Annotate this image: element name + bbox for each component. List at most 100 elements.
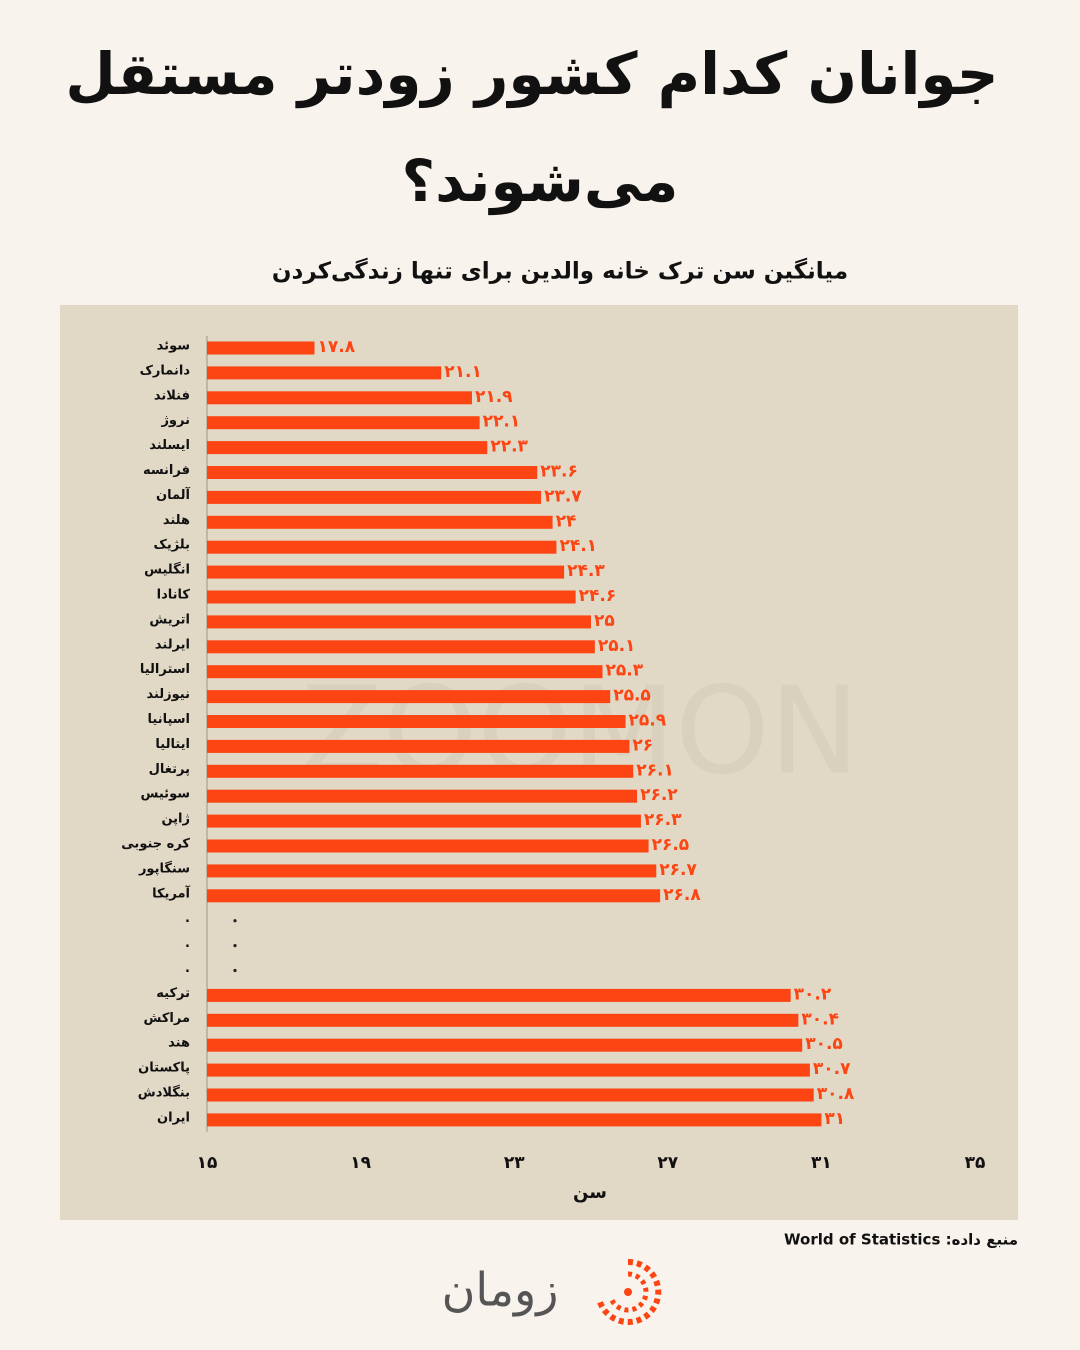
logo-ring xyxy=(597,1258,662,1325)
value-label: ۲۴.۶ xyxy=(579,586,617,606)
bar xyxy=(207,391,472,405)
gap-dot xyxy=(233,968,237,973)
bar xyxy=(207,640,595,654)
bar xyxy=(207,590,576,604)
y-tick-label: هند xyxy=(168,1036,190,1051)
brand-name: زومان xyxy=(442,1263,559,1318)
x-tick-label: ۱۹ xyxy=(350,1153,371,1173)
bar xyxy=(207,416,480,430)
bar xyxy=(207,1063,810,1077)
value-label: ۲۴.۳ xyxy=(567,561,605,581)
y-tick-label: نروژ xyxy=(160,413,190,428)
bar xyxy=(207,814,641,828)
value-label: ۲۵.۳ xyxy=(606,661,644,681)
value-label: ۳۱ xyxy=(824,1109,845,1129)
bar xyxy=(207,341,315,355)
bar xyxy=(207,715,626,728)
value-label: ۲۵.۵ xyxy=(613,686,651,706)
logo-ring xyxy=(608,1271,649,1313)
watermark: ZOOMON xyxy=(301,663,860,802)
y-tick-label: هلند xyxy=(163,513,190,528)
value-label: ۲۳.۷ xyxy=(544,486,582,506)
bar xyxy=(207,739,630,753)
y-tick-label: فرانسه xyxy=(143,463,190,478)
y-tick-label: ایران xyxy=(157,1110,190,1125)
x-tick-label: ۲۷ xyxy=(657,1153,678,1173)
y-tick-label: اسپانیا xyxy=(148,712,191,727)
bar xyxy=(207,515,553,529)
bar xyxy=(207,1113,822,1127)
bar xyxy=(207,1038,803,1052)
value-label: ۲۶.۱ xyxy=(636,760,674,780)
y-tick-label: پاکستان xyxy=(138,1061,190,1076)
y-tick-label: مراکش xyxy=(143,1011,190,1026)
value-label: ۲۲.۱ xyxy=(483,412,521,432)
bar xyxy=(207,988,791,1002)
y-tick-label: آمریکا xyxy=(152,884,190,901)
value-label: ۳۰.۸ xyxy=(817,1084,855,1104)
bar xyxy=(207,490,542,504)
y-tick-label: . xyxy=(185,961,190,976)
logo-center xyxy=(624,1288,632,1296)
value-label: ۲۲.۳ xyxy=(490,437,528,457)
y-tick-label: بلژیک xyxy=(154,538,190,553)
bar xyxy=(207,366,442,380)
y-tick-label: ایسلند xyxy=(149,438,190,453)
bar xyxy=(207,789,638,803)
bar xyxy=(207,864,657,878)
bar xyxy=(207,466,538,479)
value-label: ۳۰.۴ xyxy=(801,1009,839,1029)
y-tick-label: دانمارک xyxy=(140,363,191,378)
y-tick-label: . xyxy=(185,911,190,926)
y-tick-label: نیوزلند xyxy=(146,687,190,702)
value-label: ۲۱.۱ xyxy=(444,362,482,382)
bar xyxy=(207,1013,799,1027)
gap-dot xyxy=(233,944,237,948)
y-tick-label: . xyxy=(185,936,190,951)
y-tick-label: کره جنوبی xyxy=(121,837,190,852)
value-label: ۲۵.۹ xyxy=(629,711,667,731)
y-tick-label: ژاپن xyxy=(161,812,190,827)
bar xyxy=(207,764,634,778)
brand-logo xyxy=(597,1258,662,1325)
source-note: منبع داده: World of Statistics xyxy=(784,1231,1018,1249)
y-tick-label: استرالیا xyxy=(140,662,190,677)
x-tick-label: ۲۳ xyxy=(504,1153,525,1173)
value-label: ۳۰.۵ xyxy=(805,1034,843,1054)
value-label: ۲۵.۱ xyxy=(598,636,636,656)
bar xyxy=(207,690,611,704)
value-label: ۲۴.۱ xyxy=(559,536,597,556)
gap-dot xyxy=(233,919,237,923)
value-label: ۳۰.۷ xyxy=(813,1059,851,1079)
bar xyxy=(207,441,488,455)
chart-subtitle: میانگین سن ترک خانه والدین برای تنها زند… xyxy=(272,258,848,285)
value-label: ۲۶.۲ xyxy=(640,785,678,805)
bar xyxy=(207,889,661,903)
y-tick-label: کانادا xyxy=(157,588,191,603)
bar xyxy=(207,1088,814,1102)
y-tick-label: ایرلند xyxy=(155,637,190,652)
value-label: ۲۶.۸ xyxy=(663,885,701,905)
value-label: ۲۴ xyxy=(556,511,577,531)
bar xyxy=(207,615,591,629)
value-label: ۲۱.۹ xyxy=(475,387,513,407)
y-tick-label: ترکیه xyxy=(156,986,190,1001)
value-label: ۲۶ xyxy=(632,735,653,755)
x-axis-label: سن xyxy=(573,1182,607,1203)
bar xyxy=(207,540,557,554)
value-label: ۲۳.۶ xyxy=(540,462,578,482)
y-tick-label: سوئیس xyxy=(141,787,191,802)
x-tick-label: ۳۱ xyxy=(811,1153,832,1173)
chart-title-line: جوانان کدام کشور زودتر مستقل xyxy=(65,40,998,109)
x-tick-label: ۳۵ xyxy=(965,1153,986,1173)
y-tick-label: سوئد xyxy=(157,339,190,354)
y-tick-label: فنلاند xyxy=(154,388,190,403)
value-label: ۱۷.۸ xyxy=(318,337,356,357)
x-tick-label: ۱۵ xyxy=(197,1153,218,1173)
bar xyxy=(207,839,649,853)
y-tick-label: آلمان xyxy=(156,486,191,503)
y-tick-label: اتریش xyxy=(149,612,190,627)
